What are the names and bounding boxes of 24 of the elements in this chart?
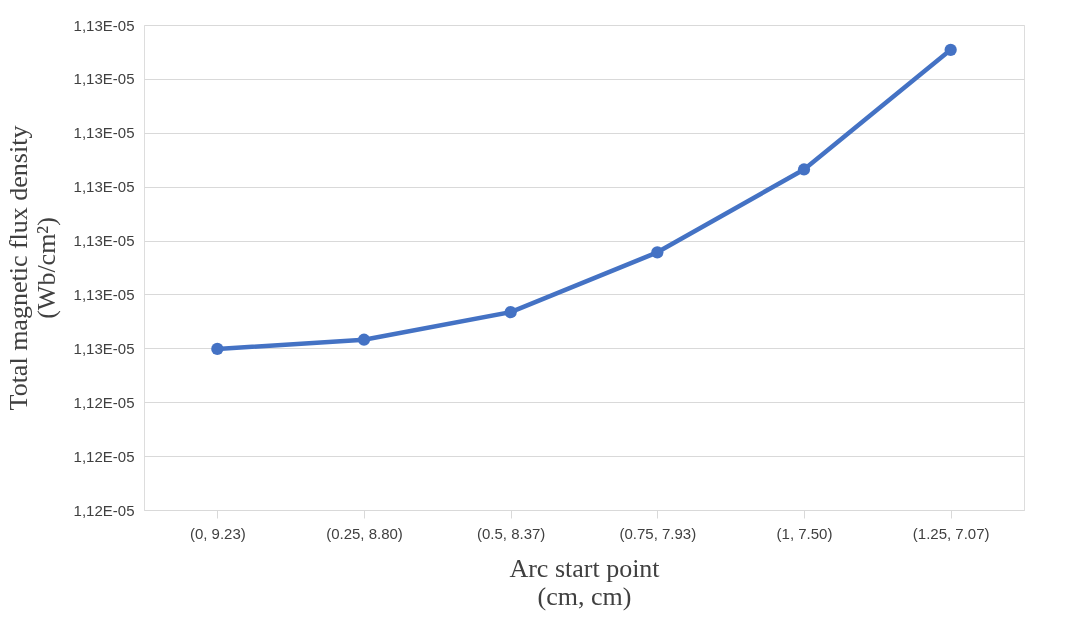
- text: 1,13E-05: [73, 339, 135, 357]
- text: 1,13E-05: [73, 232, 135, 250]
- point: [797, 163, 811, 176]
- point: [211, 342, 224, 356]
- point: [651, 246, 664, 259]
- x-tick-label: (1, 7.50): [776, 524, 833, 542]
- text: 1,13E-05: [73, 285, 135, 303]
- x-tick-label: (0.5, 8.37): [476, 524, 546, 542]
- text: 1,13E-05: [73, 70, 135, 88]
- text: 1,13E-05: [73, 178, 135, 196]
- text: 1,12E-05: [73, 501, 135, 519]
- x-tick-label: (0, 9.23): [189, 524, 246, 542]
- point: [357, 333, 371, 346]
- x-axis-title: Arc start point (cm, cm): [509, 553, 661, 611]
- x-tick-label: (0.75, 7.93): [619, 524, 697, 542]
- x-tick-label: (0.25, 8.80): [326, 524, 403, 542]
- text: 1,13E-05: [73, 124, 135, 142]
- text: 1,12E-05: [73, 447, 135, 465]
- y-axis-title: Total magnetic flux density (Wb/cm²): [3, 125, 61, 411]
- x-tick-label: (1.25, 7.07): [912, 524, 990, 542]
- point: [944, 43, 957, 56]
- text: 1,13E-05: [73, 16, 135, 34]
- point: [504, 306, 517, 319]
- text: 1,12E-05: [73, 393, 135, 411]
